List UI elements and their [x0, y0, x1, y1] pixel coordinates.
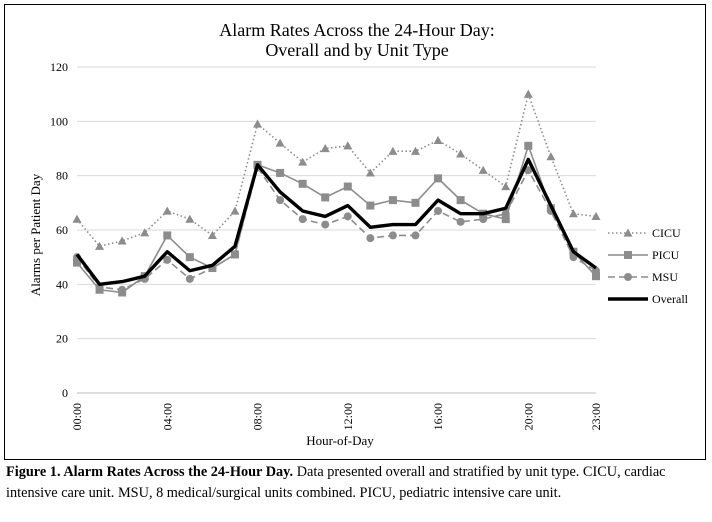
legend-marker-msu: [624, 273, 632, 281]
data-point-picu: [501, 215, 510, 224]
data-point-picu: [456, 196, 465, 205]
data-point-picu: [411, 198, 420, 207]
data-point-picu: [163, 231, 172, 240]
data-point-picu: [185, 253, 194, 262]
data-point-picu: [524, 141, 533, 150]
data-point-msu: [118, 285, 127, 294]
legend-label-picu: PICU: [652, 248, 680, 262]
series-line-cicu: [76, 93, 597, 248]
legend-label-cicu: CICU: [652, 226, 681, 240]
data-point-picu: [343, 182, 352, 191]
caption-text: Data presented overall and stratified by…: [6, 464, 666, 501]
x-axis-label: Hour-of-Day: [306, 433, 374, 448]
data-point-picu: [592, 272, 600, 281]
data-point-cicu: [478, 165, 488, 174]
y-tick-label: 40: [56, 277, 68, 291]
data-point-msu: [185, 274, 194, 283]
data-point-cicu: [162, 206, 172, 215]
data-point-cicu: [95, 241, 105, 250]
y-tick-label: 120: [50, 60, 68, 74]
x-tick-label: 00:00: [70, 403, 84, 430]
series-line-msu: [76, 166, 597, 291]
x-tick-label: 23:00: [589, 403, 603, 430]
legend: CICU PICU MSU Overall: [608, 226, 689, 306]
data-point-picu: [321, 193, 330, 202]
data-point-msu: [366, 234, 375, 243]
data-point-picu: [434, 174, 443, 183]
data-point-msu: [388, 231, 397, 240]
chart-title: Alarm Rates Across the 24-Hour Day:: [219, 20, 494, 40]
legend-marker-picu: [624, 251, 632, 259]
axes: 0 20 40 60 80 100 120 00:00 04:00 08:00 12:00 16:00…: [50, 60, 603, 430]
x-tick-label: 12:00: [341, 403, 355, 430]
series-group: [72, 89, 601, 297]
data-point-msu: [411, 231, 420, 240]
y-tick-label: 80: [56, 169, 68, 183]
data-point-msu: [524, 166, 533, 175]
data-point-cicu: [275, 138, 285, 147]
data-point-msu: [592, 266, 600, 275]
x-tick-label: 04:00: [160, 403, 174, 430]
data-point-cicu: [365, 168, 375, 177]
caption-title: Figure 1. Alarm Rates Across the 24-Hour…: [6, 464, 294, 480]
data-point-picu: [73, 258, 81, 267]
data-point-cicu: [388, 146, 398, 155]
data-point-cicu: [185, 214, 195, 223]
chart-frame: Alarm Rates Across the 24-Hour Day: Over…: [4, 4, 706, 460]
y-tick-label: 100: [50, 114, 68, 128]
data-point-msu: [434, 206, 443, 215]
data-point-cicu: [72, 214, 82, 223]
data-point-msu: [276, 196, 285, 205]
data-point-cicu: [343, 141, 353, 150]
legend-marker-cicu: [623, 228, 633, 237]
figure-caption: Figure 1. Alarm Rates Across the 24-Hour…: [6, 462, 706, 504]
data-point-picu: [388, 196, 397, 205]
data-point-picu: [298, 179, 307, 188]
data-point-msu: [501, 209, 510, 218]
y-axis-label: Alarms per Patient Day: [28, 173, 43, 296]
data-point-cicu: [433, 135, 443, 144]
data-point-cicu: [298, 157, 308, 166]
data-point-cicu: [117, 236, 127, 245]
legend-label-msu: MSU: [652, 270, 678, 284]
data-point-cicu: [230, 206, 240, 215]
data-point-msu: [230, 250, 239, 259]
data-point-msu: [343, 212, 352, 221]
y-tick-label: 20: [56, 332, 68, 346]
data-point-cicu: [501, 182, 511, 191]
data-point-msu: [456, 217, 465, 226]
data-point-cicu: [410, 146, 420, 155]
data-point-picu: [366, 201, 375, 210]
data-point-cicu: [591, 211, 601, 221]
x-tick-label: 16:00: [431, 403, 445, 430]
data-point-msu: [321, 220, 330, 229]
y-tick-label: 60: [56, 223, 68, 237]
data-point-cicu: [523, 89, 533, 98]
legend-label-overall: Overall: [652, 292, 689, 306]
x-tick-label: 08:00: [251, 403, 265, 430]
data-point-msu: [163, 255, 172, 264]
line-chart: Alarm Rates Across the 24-Hour Day: Over…: [28, 20, 689, 448]
data-point-cicu: [207, 230, 217, 240]
x-tick-label: 20:00: [521, 403, 535, 430]
data-point-cicu: [546, 152, 556, 161]
series-line-overall: [75, 157, 597, 287]
chart-subtitle: Overall and by Unit Type: [265, 40, 448, 60]
gridlines: [77, 66, 596, 340]
series-line-picu: [76, 144, 597, 294]
data-point-msu: [298, 215, 307, 224]
data-point-cicu: [253, 119, 263, 128]
y-tick-label: 0: [62, 386, 68, 400]
data-point-cicu: [140, 228, 150, 237]
data-point-picu: [276, 168, 285, 177]
data-point-cicu: [320, 144, 330, 153]
data-point-cicu: [568, 209, 578, 218]
data-point-msu: [479, 215, 488, 224]
data-point-cicu: [456, 149, 466, 158]
